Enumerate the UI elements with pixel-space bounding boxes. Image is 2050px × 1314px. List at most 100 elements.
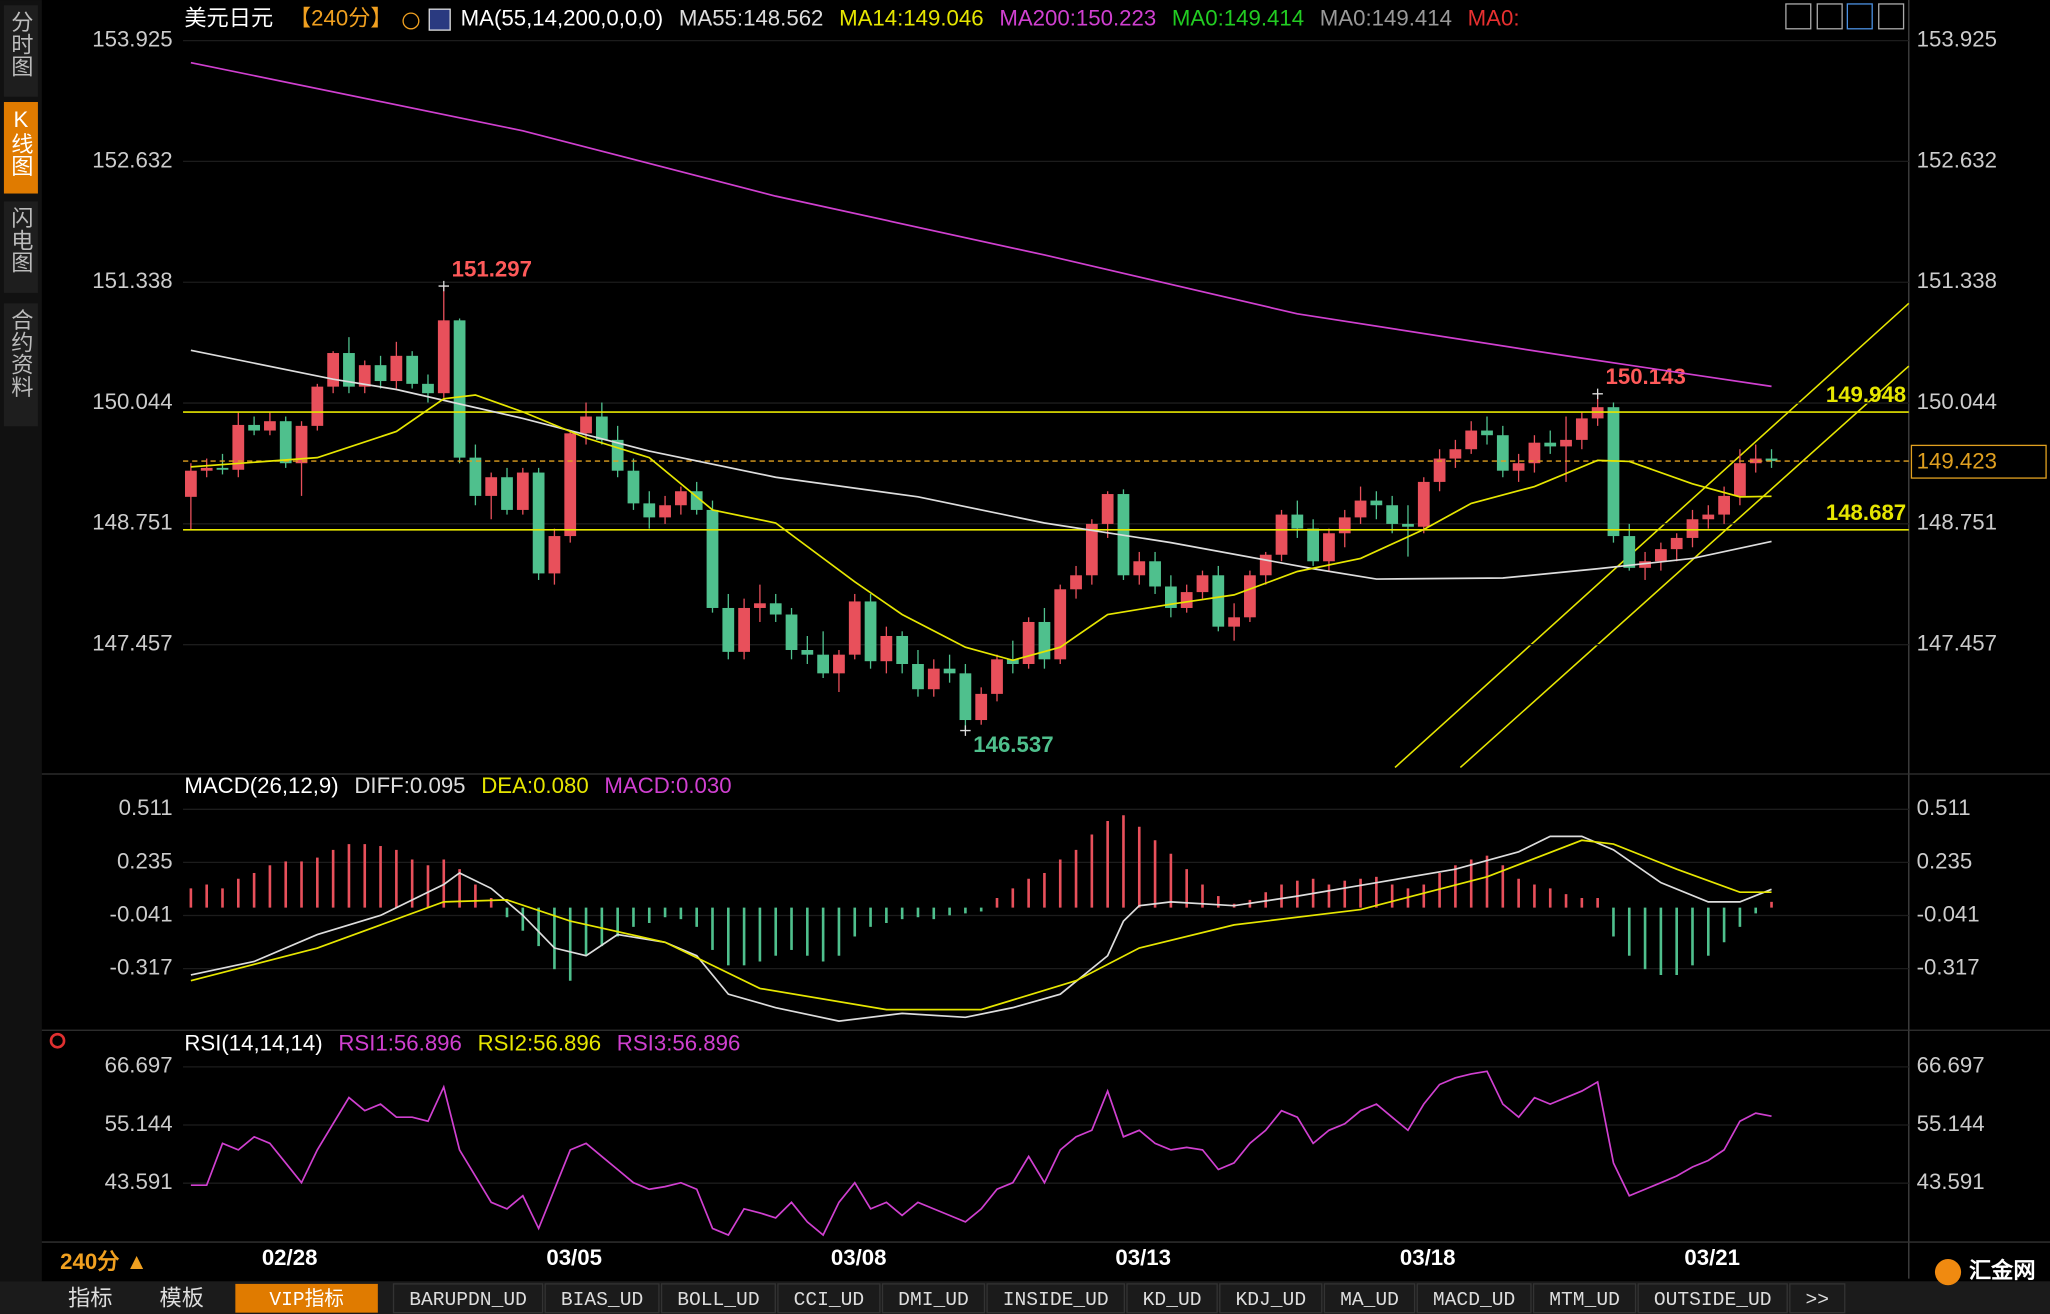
- tab[interactable]: [986, 1283, 1126, 1314]
- tab-label[interactable]: BIAS_UD: [561, 1289, 643, 1311]
- y-tick-label: 151.338: [1917, 268, 1997, 293]
- trend-channel: [1394, 302, 1910, 769]
- indicator-line: [190, 1070, 1772, 1237]
- candle-body: [1765, 458, 1778, 462]
- candle-body: [1449, 449, 1462, 459]
- sidebar-tab[interactable]: [3, 201, 38, 293]
- tab-label[interactable]: INSIDE_UD: [1003, 1289, 1109, 1311]
- candle-body: [706, 509, 719, 608]
- sidebar-tab[interactable]: [3, 303, 38, 427]
- legend-entry: RSI3:56.896: [617, 1031, 741, 1056]
- legend-entry: DIFF:0.095: [354, 773, 465, 798]
- y-tick-label: -0.041: [1917, 901, 1980, 926]
- sidebar-label[interactable]: 闪电图: [8, 206, 33, 273]
- legend-entry: MA200:150.223: [999, 6, 1156, 31]
- y-tick-label: 43.591: [105, 1169, 173, 1194]
- candle-body: [1228, 617, 1240, 627]
- tab[interactable]: [392, 1283, 544, 1314]
- tab-label[interactable]: CCI_UD: [794, 1289, 865, 1311]
- candle-body: [611, 439, 624, 471]
- candle-body: [1734, 463, 1746, 496]
- candle-body: [1560, 439, 1572, 447]
- candle-body: [1354, 500, 1367, 518]
- tab-label[interactable]: MACD_UD: [1433, 1289, 1515, 1311]
- extreme-label: 146.537: [973, 732, 1053, 757]
- chart-title: 美元日元: [184, 6, 273, 31]
- y-tick-label: 150.044: [92, 389, 172, 414]
- candle-body: [817, 654, 830, 674]
- y-tick-label: 66.697: [1917, 1053, 1985, 1078]
- tab[interactable]: [1789, 1283, 1846, 1314]
- candle-body: [1481, 430, 1493, 436]
- tab[interactable]: [1219, 1283, 1323, 1314]
- candle-body: [738, 607, 750, 652]
- tab-label[interactable]: KDJ_UD: [1235, 1289, 1306, 1311]
- candle-body: [1259, 554, 1272, 576]
- tab[interactable]: [1416, 1283, 1532, 1314]
- tab[interactable]: [1126, 1283, 1218, 1314]
- candle-body: [279, 421, 292, 464]
- tab-label[interactable]: DMI_UD: [898, 1289, 969, 1311]
- candle-body: [1654, 549, 1667, 562]
- y-tick-label: 148.751: [92, 510, 172, 535]
- tab[interactable]: [660, 1283, 776, 1314]
- tab-label[interactable]: KD_UD: [1143, 1289, 1202, 1311]
- period-button[interactable]: 240分 ▲: [60, 1249, 147, 1274]
- tab-label[interactable]: BOLL_UD: [677, 1289, 759, 1311]
- indicator-line: [190, 61, 1772, 388]
- candle-body: [627, 470, 640, 504]
- indicator-line: [190, 835, 1772, 1022]
- tab[interactable]: [881, 1283, 986, 1314]
- tab[interactable]: [1637, 1283, 1788, 1314]
- sidebar-label[interactable]: 合约资料: [8, 308, 33, 398]
- candle-body: [1149, 561, 1161, 587]
- tab-label[interactable]: BARUPDN_UD: [409, 1289, 527, 1311]
- candle-body: [943, 668, 956, 674]
- sidebar-tab[interactable]: [3, 102, 38, 194]
- candle-body: [927, 668, 940, 690]
- tab[interactable]: [1532, 1283, 1637, 1314]
- candle-body: [390, 355, 403, 382]
- tab[interactable]: [777, 1283, 881, 1314]
- sidebar-label[interactable]: 分时图: [8, 10, 33, 77]
- tab-label[interactable]: MTM_UD: [1549, 1289, 1620, 1311]
- tab-label[interactable]: 指标: [68, 1285, 112, 1310]
- tab-label[interactable]: VIP指标: [269, 1288, 344, 1311]
- logo-icon: [1934, 1259, 1962, 1286]
- support-label: 149.948: [1826, 382, 1906, 407]
- last-price-label: 149.423: [1917, 448, 1997, 473]
- candle-body: [1670, 537, 1683, 550]
- candle-body: [374, 365, 387, 382]
- y-tick-label: 66.697: [105, 1053, 173, 1078]
- candle-body: [912, 664, 924, 690]
- legend-entry: MA0:149.414: [1320, 6, 1452, 31]
- window-icons: [1785, 3, 1905, 30]
- candle-body: [1544, 442, 1557, 447]
- tab[interactable]: [544, 1283, 660, 1314]
- candle-body: [848, 601, 861, 655]
- candle-body: [1402, 523, 1414, 527]
- sidebar-label[interactable]: K线图: [8, 107, 33, 177]
- tab[interactable]: [235, 1283, 378, 1313]
- tab-label[interactable]: OUTSIDE_UD: [1654, 1289, 1772, 1311]
- extreme-marker: [438, 280, 450, 292]
- candle-body: [1575, 418, 1588, 440]
- candle-body: [1164, 586, 1177, 608]
- candle-body: [1196, 575, 1209, 593]
- y-tick-label: -0.317: [1917, 954, 1980, 979]
- sidebar-tab[interactable]: [3, 5, 38, 97]
- candle-body: [358, 365, 371, 387]
- period-label: 【240分】: [289, 6, 393, 31]
- candle-body: [516, 472, 529, 510]
- candle-body: [754, 603, 766, 608]
- candle-body: [595, 416, 608, 440]
- tab-label[interactable]: MA_UD: [1340, 1289, 1399, 1311]
- candle-body: [1433, 458, 1446, 482]
- y-tick-label: 153.925: [1917, 27, 1997, 52]
- tab-label[interactable]: 模板: [160, 1285, 204, 1310]
- tab[interactable]: [1323, 1283, 1416, 1314]
- tab-label[interactable]: >>: [1806, 1289, 1830, 1311]
- candle-body: [1639, 561, 1651, 568]
